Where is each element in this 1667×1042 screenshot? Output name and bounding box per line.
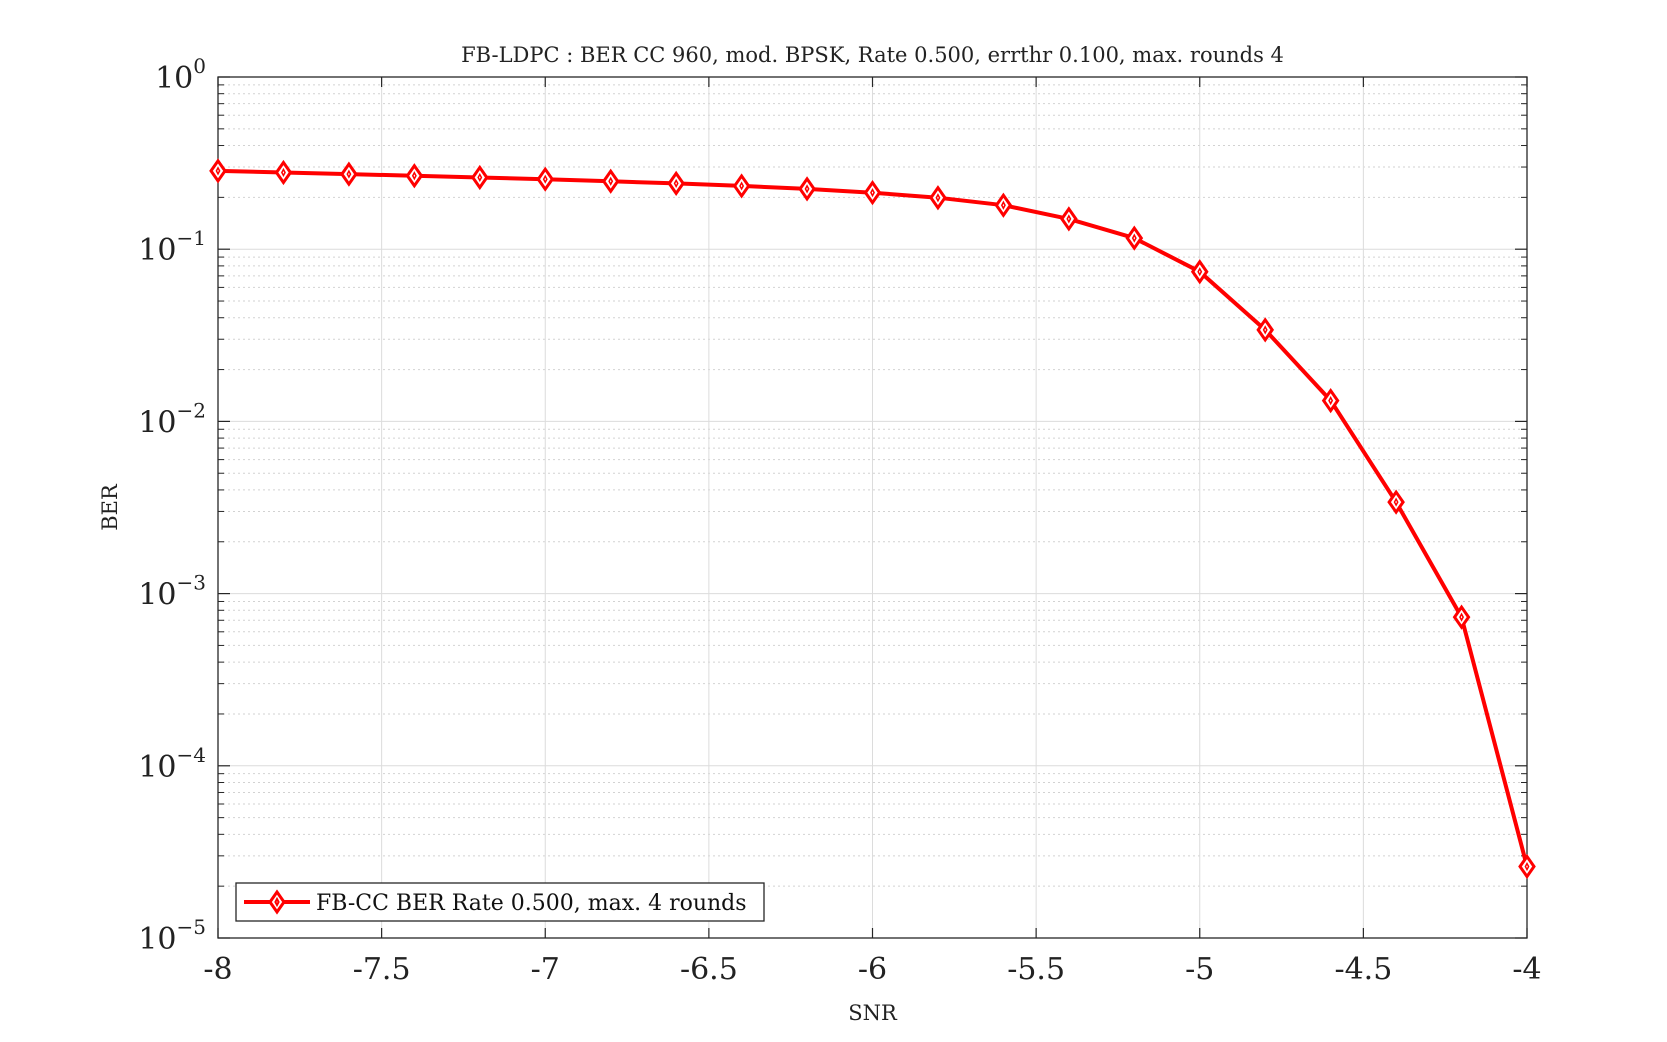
x-tick-labels: -8 -7.5 -7 -6.5 -6 -5.5 -5 -4.5 -4 bbox=[203, 952, 1541, 987]
data-point-marker-dot bbox=[1000, 200, 1006, 210]
data-point-marker-dot bbox=[346, 169, 352, 179]
data-point-marker bbox=[1518, 853, 1536, 880]
y-tick-exponent: −2 bbox=[177, 398, 206, 422]
legend: FB-CC BER Rate 0.500, max. 4 rounds bbox=[235, 882, 765, 922]
data-point-marker-dot bbox=[1393, 497, 1399, 507]
data-point-marker bbox=[667, 170, 685, 197]
minor-grid bbox=[218, 84, 1527, 887]
y-tick-base: 10 bbox=[138, 922, 176, 957]
x-tick-label: -6.5 bbox=[680, 952, 738, 987]
y-tick-label: 10−5 bbox=[138, 915, 206, 957]
data-point-marker-dot bbox=[1262, 325, 1268, 335]
y-axis-label: BER bbox=[98, 483, 122, 531]
y-tick-exponent: −1 bbox=[177, 226, 206, 250]
y-tick-exponent: −4 bbox=[177, 743, 206, 767]
data-point-marker bbox=[798, 176, 816, 202]
data-point-marker-dot bbox=[673, 178, 679, 189]
x-tick-label: -5 bbox=[1185, 952, 1214, 987]
data-point-marker-dot bbox=[1459, 612, 1464, 622]
data-point-marker bbox=[1125, 225, 1144, 251]
y-tick-label: 10−2 bbox=[138, 398, 206, 440]
y-tick-base: 10 bbox=[138, 750, 176, 785]
y-tick-base: 10 bbox=[138, 578, 176, 613]
x-tick-label: -8 bbox=[203, 952, 232, 987]
data-point-marker bbox=[994, 192, 1013, 218]
data-point-marker bbox=[732, 173, 751, 199]
data-point-marker bbox=[1190, 259, 1209, 285]
data-point-marker-dot bbox=[870, 188, 875, 198]
y-tick-label: 10−1 bbox=[138, 226, 206, 268]
data-point-marker-dot bbox=[411, 171, 417, 181]
y-tick-exponent: −3 bbox=[177, 571, 206, 595]
data-point-marker bbox=[1321, 388, 1340, 414]
x-axis-label: SNR bbox=[848, 1001, 898, 1025]
data-point-marker-dot bbox=[608, 176, 614, 186]
x-tick-label: -5.5 bbox=[1007, 952, 1065, 987]
data-point-marker bbox=[470, 164, 489, 191]
y-tick-label: 10−4 bbox=[138, 743, 206, 785]
data-point-marker-dot bbox=[542, 174, 548, 184]
axis-ticks bbox=[217, 76, 1528, 939]
series-layer bbox=[209, 158, 1536, 880]
y-tick-exponent: 0 bbox=[193, 54, 206, 78]
data-point-marker-dot bbox=[1131, 233, 1137, 243]
data-point-marker-dot bbox=[935, 193, 941, 203]
data-point-marker-dot bbox=[1328, 396, 1334, 406]
x-tick-label: -4 bbox=[1512, 952, 1541, 987]
data-point-marker bbox=[340, 161, 358, 187]
y-tick-label: 10−3 bbox=[138, 571, 206, 613]
y-tick-label: 100 bbox=[155, 54, 206, 96]
x-tick-label: -4.5 bbox=[1334, 952, 1392, 987]
data-point-marker bbox=[1256, 317, 1275, 343]
x-tick-label: -7.5 bbox=[353, 952, 411, 987]
x-tick-label: -6 bbox=[858, 952, 887, 987]
x-tick-label: -7 bbox=[531, 952, 560, 987]
data-point-marker bbox=[601, 168, 620, 194]
data-point-marker bbox=[929, 185, 947, 211]
data-point-marker bbox=[209, 158, 227, 184]
chart-title: FB-LDPC : BER CC 960, mod. BPSK, Rate 0.… bbox=[461, 43, 1284, 67]
legend-entry-label: FB-CC BER Rate 0.500, max. 4 rounds bbox=[316, 891, 747, 916]
data-point-marker-dot bbox=[281, 167, 286, 178]
data-point-marker bbox=[863, 180, 882, 206]
y-tick-exponent: −5 bbox=[177, 915, 206, 939]
y-tick-base: 10 bbox=[155, 61, 193, 96]
legend-marker-dot bbox=[274, 896, 280, 908]
data-point-marker bbox=[536, 166, 555, 192]
data-point-marker-dot bbox=[1197, 267, 1203, 277]
data-point-marker bbox=[1060, 206, 1078, 232]
data-point-marker-dot bbox=[1524, 861, 1530, 872]
data-point-marker-dot bbox=[1066, 214, 1072, 224]
data-point-marker bbox=[405, 163, 424, 189]
legend-box bbox=[235, 882, 765, 922]
data-point-marker bbox=[1387, 489, 1405, 515]
data-point-marker-dot bbox=[739, 181, 745, 191]
data-point-marker-dot bbox=[477, 172, 483, 183]
data-point-marker-dot bbox=[804, 184, 810, 194]
y-tick-base: 10 bbox=[138, 405, 176, 440]
data-point-marker bbox=[1452, 604, 1471, 630]
data-point-marker-dot bbox=[215, 166, 221, 176]
y-tick-base: 10 bbox=[138, 233, 176, 268]
legend-diamond-marker bbox=[268, 889, 286, 915]
data-point-marker bbox=[274, 159, 293, 186]
